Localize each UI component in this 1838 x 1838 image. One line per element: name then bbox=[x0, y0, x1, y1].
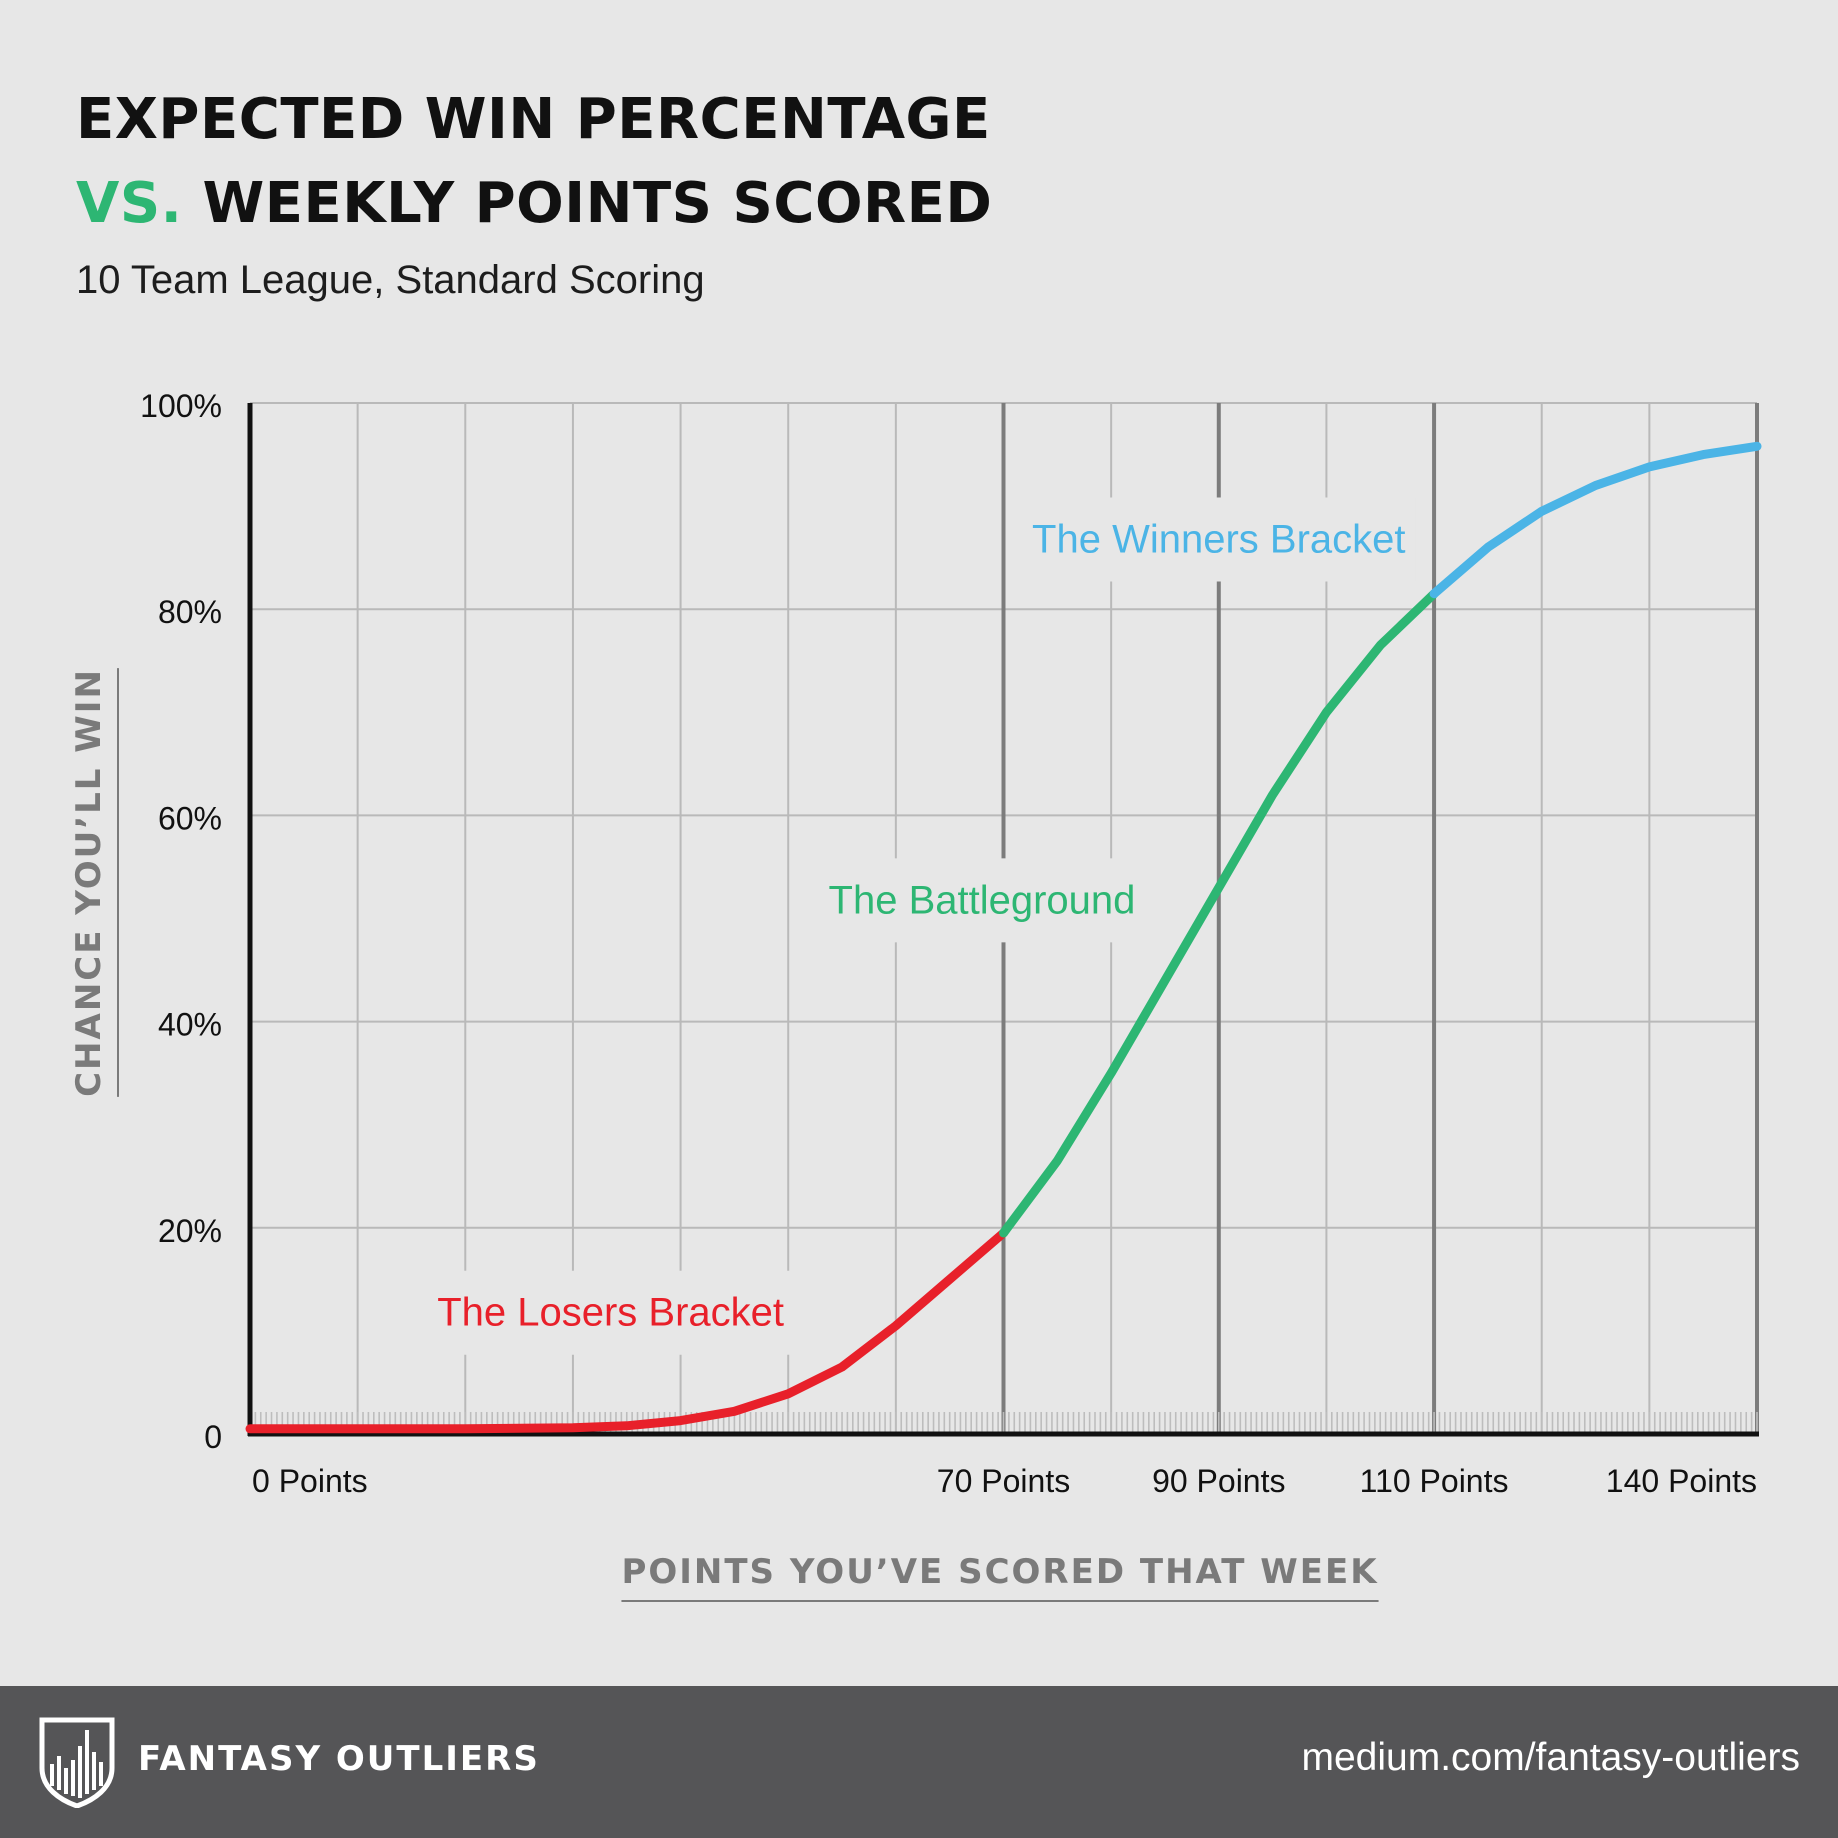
series-label-background bbox=[818, 858, 1146, 943]
series-label-background bbox=[427, 1270, 795, 1355]
series-line-0 bbox=[245, 1228, 1008, 1434]
x-tick-label: 70 Points bbox=[937, 1463, 1070, 1499]
series-label-group: The Losers Bracket bbox=[427, 1270, 795, 1355]
y-tick-label: 40% bbox=[158, 1007, 222, 1043]
chart-subtitle: 10 Team League, Standard Scoring bbox=[76, 258, 705, 302]
x-tick-label: 0 Points bbox=[252, 1463, 368, 1499]
series-label-group: The Battleground bbox=[818, 858, 1146, 943]
source-url[interactable]: medium.com/fantasy-outliers bbox=[1301, 1736, 1800, 1779]
win-percentage-chart: The Losers Bracket The Battleground The Wi… bbox=[69, 388, 1762, 1602]
x-tick-label: 140 Points bbox=[1606, 1463, 1757, 1499]
series-line-1 bbox=[999, 589, 1439, 1238]
y-tick-label: 0 bbox=[204, 1419, 222, 1455]
title-line-2: VS. WEEKLY POINTS SCORED bbox=[76, 162, 992, 246]
title-vs: VS. bbox=[76, 171, 183, 236]
title-line-2-text: WEEKLY POINTS SCORED bbox=[202, 171, 993, 236]
series-label: The Battleground bbox=[829, 878, 1136, 922]
series-line-2 bbox=[1429, 441, 1762, 599]
y-axis-title-group: CHANCE YOU’LL WIN bbox=[69, 668, 119, 1097]
series-label: The Losers Bracket bbox=[437, 1291, 784, 1335]
chart-title: EXPECTED WIN PERCENTAGE VS. WEEKLY POINT… bbox=[76, 78, 992, 246]
title-line-1: EXPECTED WIN PERCENTAGE bbox=[76, 87, 991, 152]
x-axis-title: POINTS YOU’VE SCORED THAT WEEK bbox=[621, 1552, 1378, 1592]
y-tick-label: 80% bbox=[158, 594, 222, 630]
y-tick-label: 20% bbox=[158, 1213, 222, 1249]
x-tick-label: 90 Points bbox=[1152, 1463, 1285, 1499]
footer-bar: FANTASY OUTLIERS medium.com/fantasy-outl… bbox=[0, 1686, 1838, 1838]
series-label-group: The Winners Bracket bbox=[1022, 497, 1416, 582]
brand-name: FANTASY OUTLIERS bbox=[138, 1739, 540, 1779]
y-tick-label: 60% bbox=[158, 800, 222, 836]
y-axis-title: CHANCE YOU’LL WIN bbox=[69, 668, 109, 1097]
series-label: The Winners Bracket bbox=[1032, 517, 1405, 561]
x-tick-label: 110 Points bbox=[1360, 1463, 1509, 1499]
y-tick-label: 100% bbox=[140, 388, 222, 424]
fantasy-outliers-shield-icon bbox=[39, 1717, 115, 1808]
series-label-background bbox=[1022, 497, 1416, 582]
